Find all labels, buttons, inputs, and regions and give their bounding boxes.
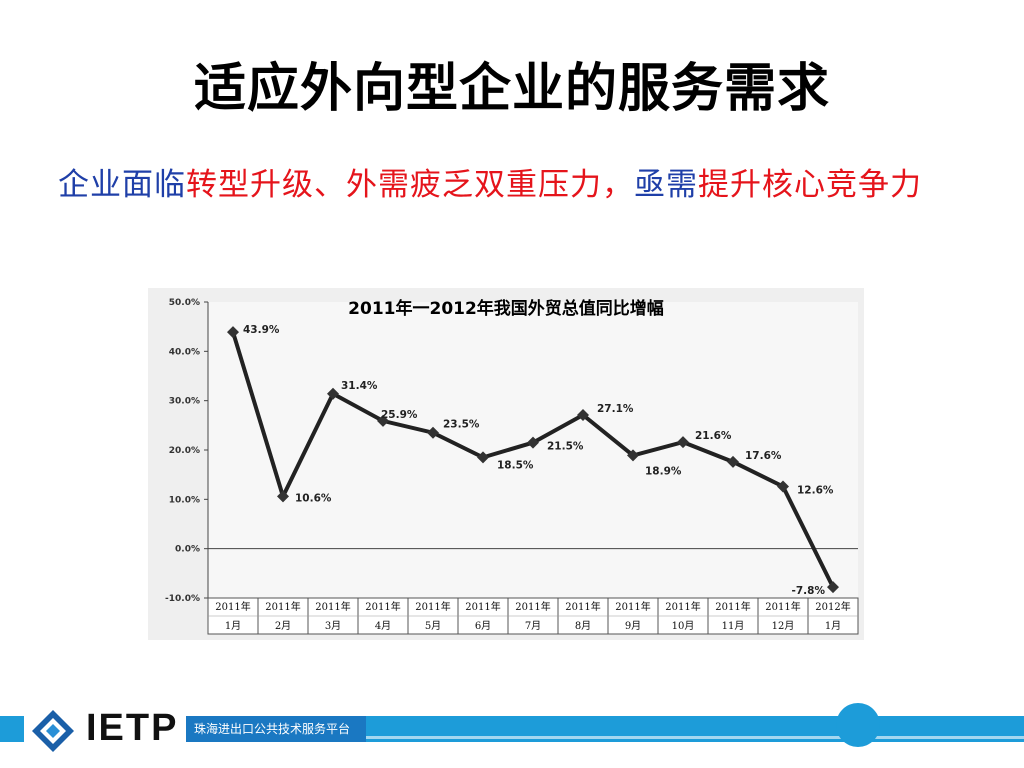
data-label: 43.9% xyxy=(243,324,280,336)
x-tick-label-year: 2011年 xyxy=(515,600,550,613)
subtitle-part-3: 亟需 xyxy=(634,167,698,203)
data-point xyxy=(577,408,589,421)
data-label: 10.6% xyxy=(295,492,332,504)
x-tick-label-month: 12月 xyxy=(772,620,795,632)
x-tick-label-year: 2011年 xyxy=(715,600,750,613)
data-point xyxy=(677,436,689,449)
x-tick-label-month: 3月 xyxy=(325,620,341,632)
data-label: 27.1% xyxy=(597,403,634,415)
x-tick-label-year: 2011年 xyxy=(765,600,800,613)
x-tick-label-month: 10月 xyxy=(672,620,695,632)
data-label: -7.8% xyxy=(792,585,826,597)
y-tick-label: 50.0% xyxy=(169,298,200,308)
data-point xyxy=(777,480,789,493)
x-tick-label-month: 11月 xyxy=(722,620,745,632)
platform-label: 珠海进出口公共技术服务平台 xyxy=(186,716,366,742)
x-tick-label-year: 2012年 xyxy=(815,600,850,613)
x-tick-label-year: 2011年 xyxy=(315,600,350,613)
data-label: 18.5% xyxy=(497,459,534,471)
ietp-logo-icon xyxy=(32,710,74,752)
line-chart: 50.0% 40.0% 30.0% 20.0% 10.0% 0.0% -10.0% 2011年… xyxy=(148,288,864,640)
x-tick-label-month: 1月 xyxy=(225,620,241,632)
footer-bar-left xyxy=(0,716,24,742)
data-label: 12.6% xyxy=(797,485,834,497)
data-point xyxy=(377,414,389,427)
chart-title: 2011年一2012年我国外贸总值同比增幅 xyxy=(348,299,664,319)
x-tick-label-year: 2011年 xyxy=(265,600,300,613)
data-point xyxy=(327,387,339,400)
x-tick-label-year: 2011年 xyxy=(665,600,700,613)
x-tick-label-month: 2月 xyxy=(275,620,291,632)
x-tick-label-year: 2011年 xyxy=(365,600,400,613)
x-tick-label-month: 1月 xyxy=(825,620,841,632)
data-point xyxy=(827,581,839,594)
x-tick-label-month: 6月 xyxy=(475,620,491,632)
data-point xyxy=(527,436,539,449)
x-tick-label-month: 8月 xyxy=(575,620,591,632)
logo-text: IETP xyxy=(86,707,179,749)
subtitle-part-4: 提升核心竞争力 xyxy=(698,167,922,203)
y-tick-label: -10.0% xyxy=(165,594,200,604)
y-tick-label: 20.0% xyxy=(169,446,200,456)
data-label: 23.5% xyxy=(443,419,480,431)
x-tick-label-year: 2011年 xyxy=(565,600,600,613)
data-label: 25.9% xyxy=(381,409,418,421)
slide-subtitle: 企业面临转型升级、外需疲乏双重压力，亟需提升核心竞争力 xyxy=(58,148,978,222)
data-point xyxy=(477,451,489,464)
data-point xyxy=(727,455,739,468)
x-tick-label-month: 4月 xyxy=(375,620,391,632)
subtitle-part-2: 转型升级、外需疲乏双重压力， xyxy=(186,167,634,203)
x-tick-label-month: 5月 xyxy=(425,620,441,632)
footer-circle xyxy=(836,703,880,747)
data-point xyxy=(227,326,239,339)
y-tick-label: 0.0% xyxy=(175,545,200,555)
y-tick-label: 10.0% xyxy=(169,495,200,505)
data-point xyxy=(627,449,639,462)
y-tick-label: 30.0% xyxy=(169,397,200,407)
slide-title: 适应外向型企业的服务需求 xyxy=(193,59,830,119)
x-tick-label-year: 2011年 xyxy=(215,600,250,613)
x-tick-label-year: 2011年 xyxy=(465,600,500,613)
x-tick-label-year: 2011年 xyxy=(615,600,650,613)
y-tick-label: 40.0% xyxy=(169,347,200,357)
x-tick-label-year: 2011年 xyxy=(415,600,450,613)
data-label: 18.9% xyxy=(645,465,682,477)
data-label: 31.4% xyxy=(341,380,378,392)
data-label: 21.5% xyxy=(547,441,584,453)
data-label: 21.6% xyxy=(695,430,732,442)
chart-svg: 50.0% 40.0% 30.0% 20.0% 10.0% 0.0% -10.0% 2011年… xyxy=(165,298,859,635)
x-tick-label-month: 7月 xyxy=(525,620,541,632)
footer-stripe xyxy=(366,736,1024,739)
data-label: 17.6% xyxy=(745,450,782,462)
subtitle-part-1: 企业面临 xyxy=(58,167,186,203)
data-point xyxy=(427,426,439,439)
data-point xyxy=(277,490,289,503)
x-tick-label-month: 9月 xyxy=(625,620,641,632)
